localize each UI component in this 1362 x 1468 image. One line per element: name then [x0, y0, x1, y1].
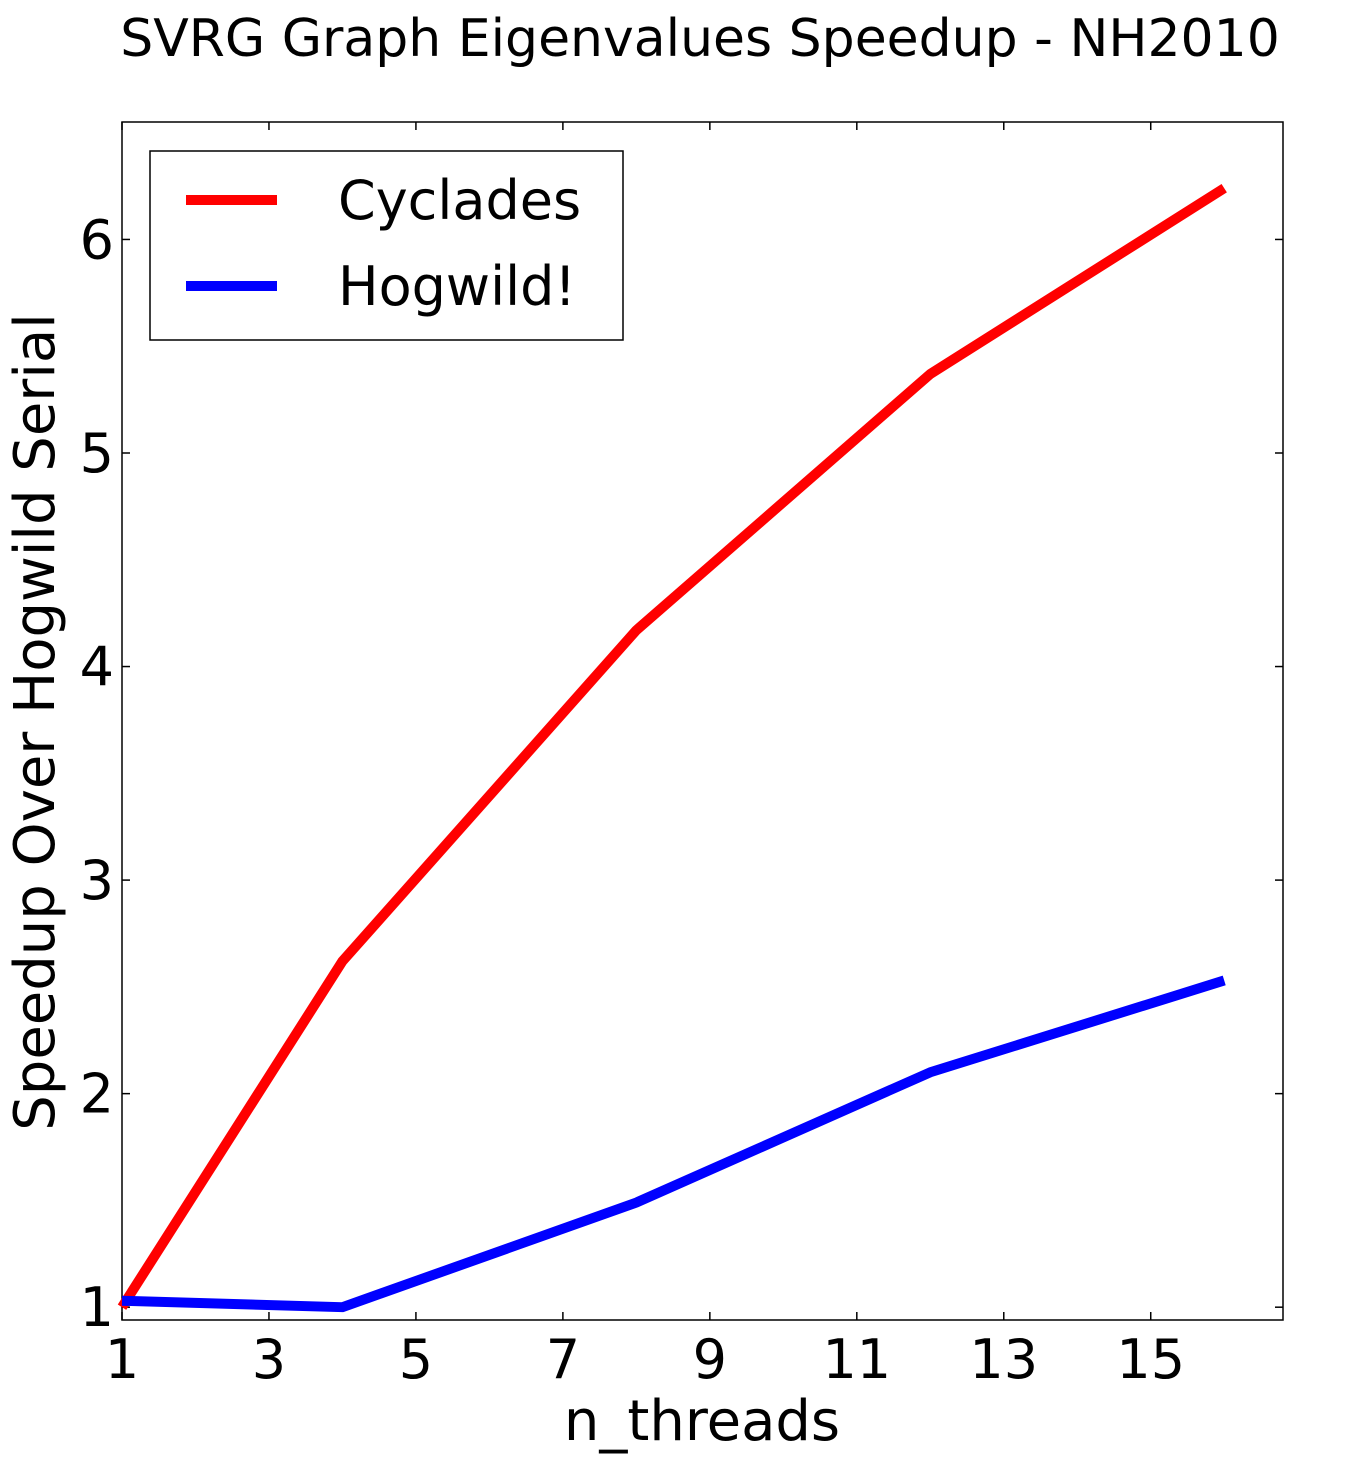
legend-label: Hogwild! [338, 255, 576, 318]
y-tick-label: 6 [80, 208, 114, 271]
series-line-1 [121, 975, 1226, 1313]
x-tick-label: 15 [1116, 1328, 1185, 1391]
series-lines [117, 183, 1227, 1313]
chart-title: SVRG Graph Eigenvalues Speedup - NH2010 [120, 9, 1280, 69]
y-tick-label: 1 [80, 1276, 114, 1339]
plot-frame [121, 121, 1284, 1321]
x-tick-label: 1 [105, 1328, 139, 1391]
series-line-0 [117, 183, 1227, 1310]
y-axis-ticks: 1 2 3 4 5 6 [80, 208, 1283, 1339]
y-tick-label: 2 [80, 1063, 114, 1126]
legend-label: Cyclades [338, 169, 581, 232]
y-tick-label: 3 [80, 849, 114, 912]
x-tick-label: 3 [252, 1328, 286, 1391]
y-axis-label: Speedup Over Hogwild Serial [3, 313, 68, 1131]
x-axis-label: n_threads [564, 1389, 840, 1454]
y-tick-label: 5 [80, 422, 114, 485]
legend-box [149, 150, 624, 341]
x-tick-label: 5 [399, 1328, 433, 1391]
x-tick-label: 7 [546, 1328, 580, 1391]
legend: Cyclades Hogwild! [149, 150, 624, 341]
x-tick-label: 13 [969, 1328, 1038, 1391]
x-axis-ticks: 1 3 5 7 9 11 13 15 [105, 122, 1185, 1391]
x-tick-label: 11 [822, 1328, 891, 1391]
x-tick-label: 9 [693, 1328, 727, 1391]
y-tick-label: 4 [80, 636, 114, 699]
